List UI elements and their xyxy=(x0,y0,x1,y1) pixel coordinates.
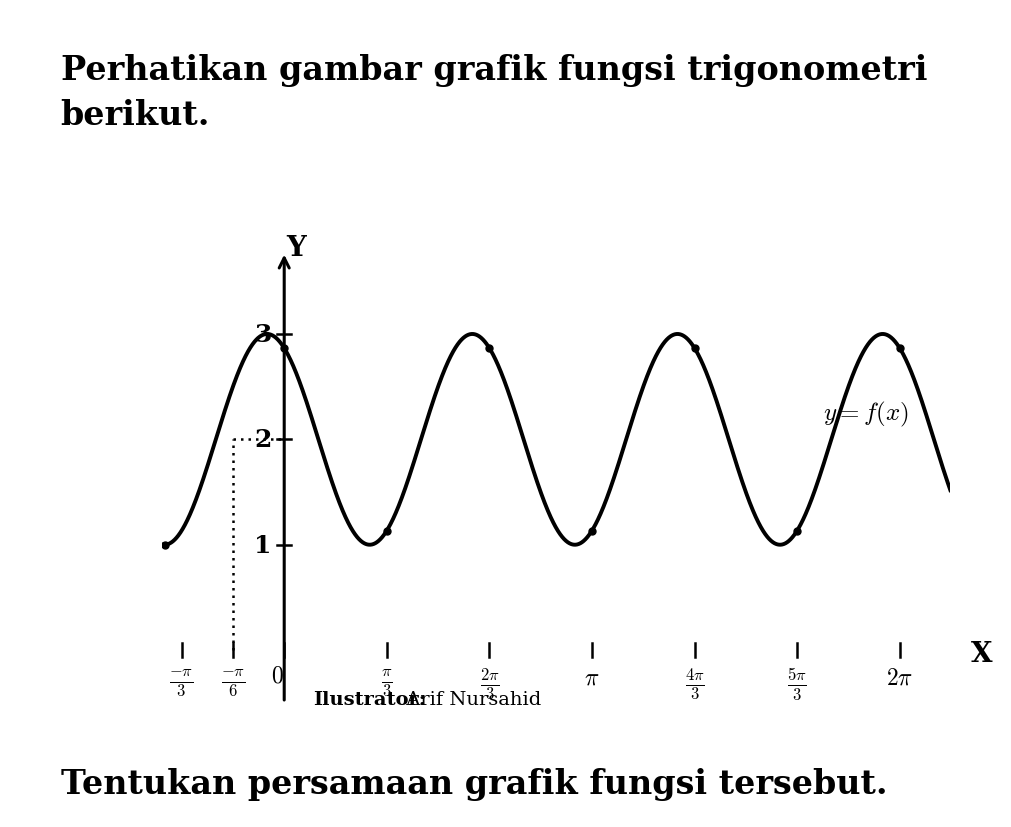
Text: $\frac{\pi}{3}$: $\frac{\pi}{3}$ xyxy=(381,666,392,697)
Text: $y = f(x)$: $y = f(x)$ xyxy=(823,399,909,428)
Text: $\frac{4\pi}{3}$: $\frac{4\pi}{3}$ xyxy=(684,666,705,701)
Text: $\frac{5\pi}{3}$: $\frac{5\pi}{3}$ xyxy=(788,666,807,701)
Text: 2: 2 xyxy=(254,428,272,452)
Text: 3: 3 xyxy=(254,323,272,347)
Text: Perhatikan gambar grafik fungsi trigonometri: Perhatikan gambar grafik fungsi trigonom… xyxy=(61,54,927,87)
Text: Ilustrator:: Ilustrator: xyxy=(313,691,427,708)
Text: 1: 1 xyxy=(254,533,272,557)
Text: $\frac{-\pi}{6}$: $\frac{-\pi}{6}$ xyxy=(220,666,245,697)
Text: $\frac{2\pi}{3}$: $\frac{2\pi}{3}$ xyxy=(479,666,499,701)
Text: $2\pi$: $2\pi$ xyxy=(886,666,913,689)
Text: Tentukan persamaan grafik fungsi tersebut.: Tentukan persamaan grafik fungsi tersebu… xyxy=(61,767,888,801)
Text: $\frac{-\pi}{3}$: $\frac{-\pi}{3}$ xyxy=(170,666,194,697)
Text: $\pi$: $\pi$ xyxy=(584,666,600,689)
Text: berikut.: berikut. xyxy=(61,99,210,132)
Text: X: X xyxy=(971,640,993,667)
Text: Y: Y xyxy=(286,235,306,261)
Text: Arif Nursahid: Arif Nursahid xyxy=(399,691,541,708)
Text: $0$: $0$ xyxy=(271,664,284,687)
